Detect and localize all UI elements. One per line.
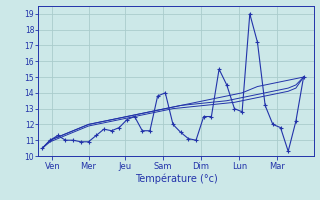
X-axis label: Température (°c): Température (°c) — [135, 173, 217, 184]
